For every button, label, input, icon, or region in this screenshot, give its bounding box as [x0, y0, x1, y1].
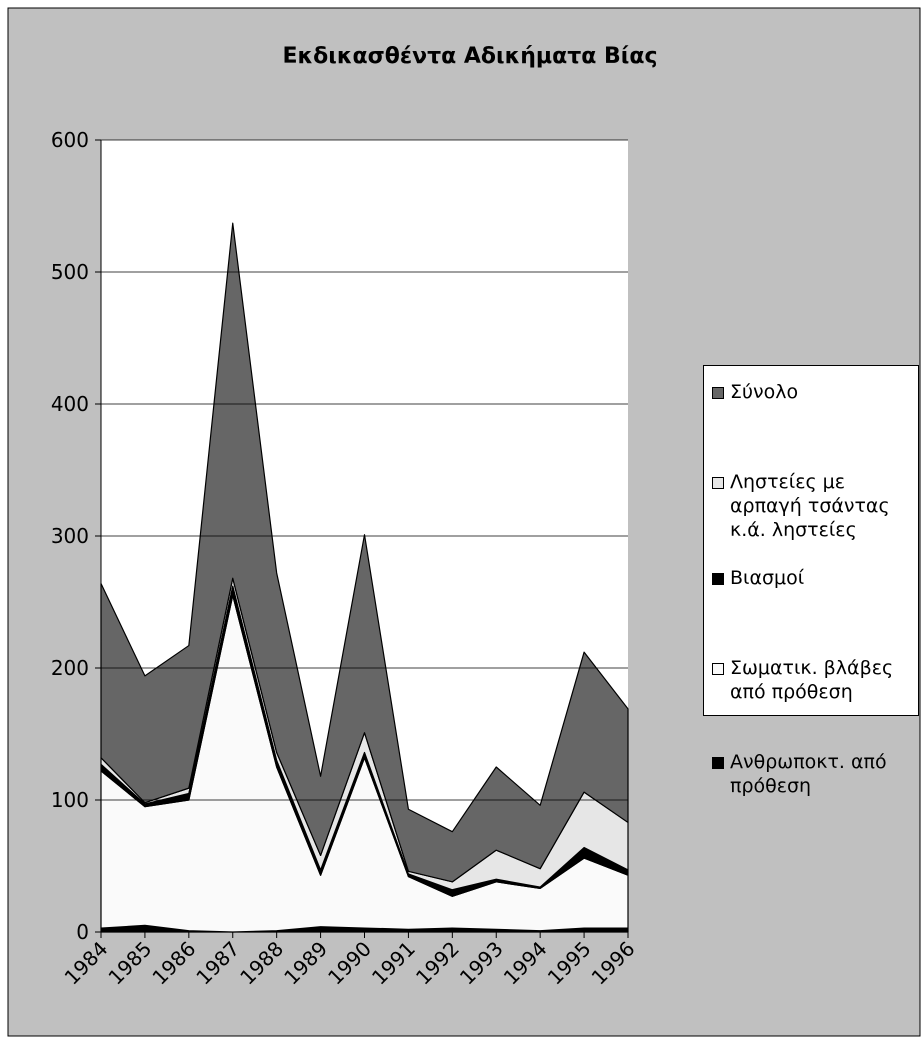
legend-item: Ανθρωποκτ. από πρόθεση: [712, 750, 918, 798]
legend: Σύνολο Ληστείες με αρπαγή τσάντας κ.ά. λη…: [703, 365, 919, 797]
legend-item: Ληστείες με αρπαγή τσάντας κ.ά. ληστείες: [712, 470, 918, 542]
legend-label: Ανθρωποκτ. από πρόθεση: [730, 751, 887, 797]
legend-label: Βιασμοί: [730, 567, 805, 589]
legend-item: Σωματικ. βλάβες από πρόθεση: [712, 656, 918, 704]
chart-title: Εκδικασθέντα Αδικήματα Βίας: [283, 44, 658, 69]
legend-swatch: [712, 477, 724, 489]
area: [100, 222, 629, 883]
y-tick-label: 200: [51, 656, 89, 680]
y-tick-label: 300: [51, 524, 89, 548]
legend-label: Σωματικ. βλάβες από πρόθεση: [730, 657, 894, 703]
legend-swatch: [712, 387, 724, 399]
y-tick-label: 600: [51, 128, 89, 152]
legend-label: Σύνολο: [730, 381, 799, 403]
y-tick-label: 500: [51, 260, 89, 284]
legend-item: Βιασμοί: [712, 566, 918, 590]
legend-swatch: [712, 573, 724, 585]
legend-label: Ληστείες με αρπαγή τσάντας κ.ά. ληστείες: [730, 471, 890, 541]
y-tick-label: 400: [51, 392, 89, 416]
legend-swatch: [712, 663, 724, 675]
legend-item: Σύνολο: [712, 380, 918, 404]
legend-swatch: [712, 757, 724, 769]
y-tick-label: 0: [76, 920, 89, 944]
y-tick-label: 100: [51, 788, 89, 812]
